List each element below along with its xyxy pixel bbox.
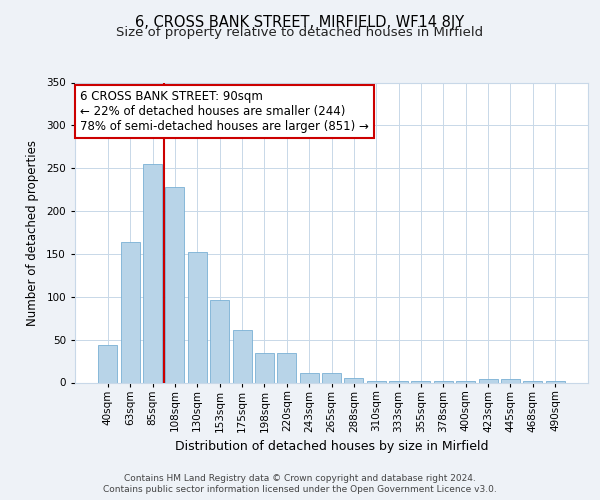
Bar bbox=[456, 381, 475, 382]
Bar bbox=[344, 378, 364, 382]
X-axis label: Distribution of detached houses by size in Mirfield: Distribution of detached houses by size … bbox=[175, 440, 488, 453]
Y-axis label: Number of detached properties: Number of detached properties bbox=[26, 140, 39, 326]
Bar bbox=[434, 381, 453, 382]
Bar bbox=[299, 373, 319, 382]
Text: Size of property relative to detached houses in Mirfield: Size of property relative to detached ho… bbox=[116, 26, 484, 39]
Bar bbox=[121, 242, 140, 382]
Bar bbox=[143, 164, 162, 382]
Bar bbox=[233, 330, 251, 382]
Text: Contains public sector information licensed under the Open Government Licence v3: Contains public sector information licen… bbox=[103, 485, 497, 494]
Bar bbox=[501, 379, 520, 382]
Bar bbox=[523, 381, 542, 382]
Text: 6 CROSS BANK STREET: 90sqm
← 22% of detached houses are smaller (244)
78% of sem: 6 CROSS BANK STREET: 90sqm ← 22% of deta… bbox=[80, 90, 369, 133]
Bar bbox=[545, 381, 565, 382]
Bar bbox=[166, 187, 184, 382]
Bar bbox=[188, 252, 207, 382]
Bar bbox=[367, 381, 386, 382]
Bar bbox=[322, 373, 341, 382]
Bar bbox=[277, 354, 296, 382]
Text: 6, CROSS BANK STREET, MIRFIELD, WF14 8JY: 6, CROSS BANK STREET, MIRFIELD, WF14 8JY bbox=[136, 15, 464, 30]
Bar bbox=[389, 381, 408, 382]
Bar bbox=[255, 354, 274, 382]
Bar bbox=[479, 379, 497, 382]
Bar bbox=[98, 345, 118, 383]
Text: Contains HM Land Registry data © Crown copyright and database right 2024.: Contains HM Land Registry data © Crown c… bbox=[124, 474, 476, 483]
Bar bbox=[210, 300, 229, 382]
Bar bbox=[412, 381, 430, 382]
